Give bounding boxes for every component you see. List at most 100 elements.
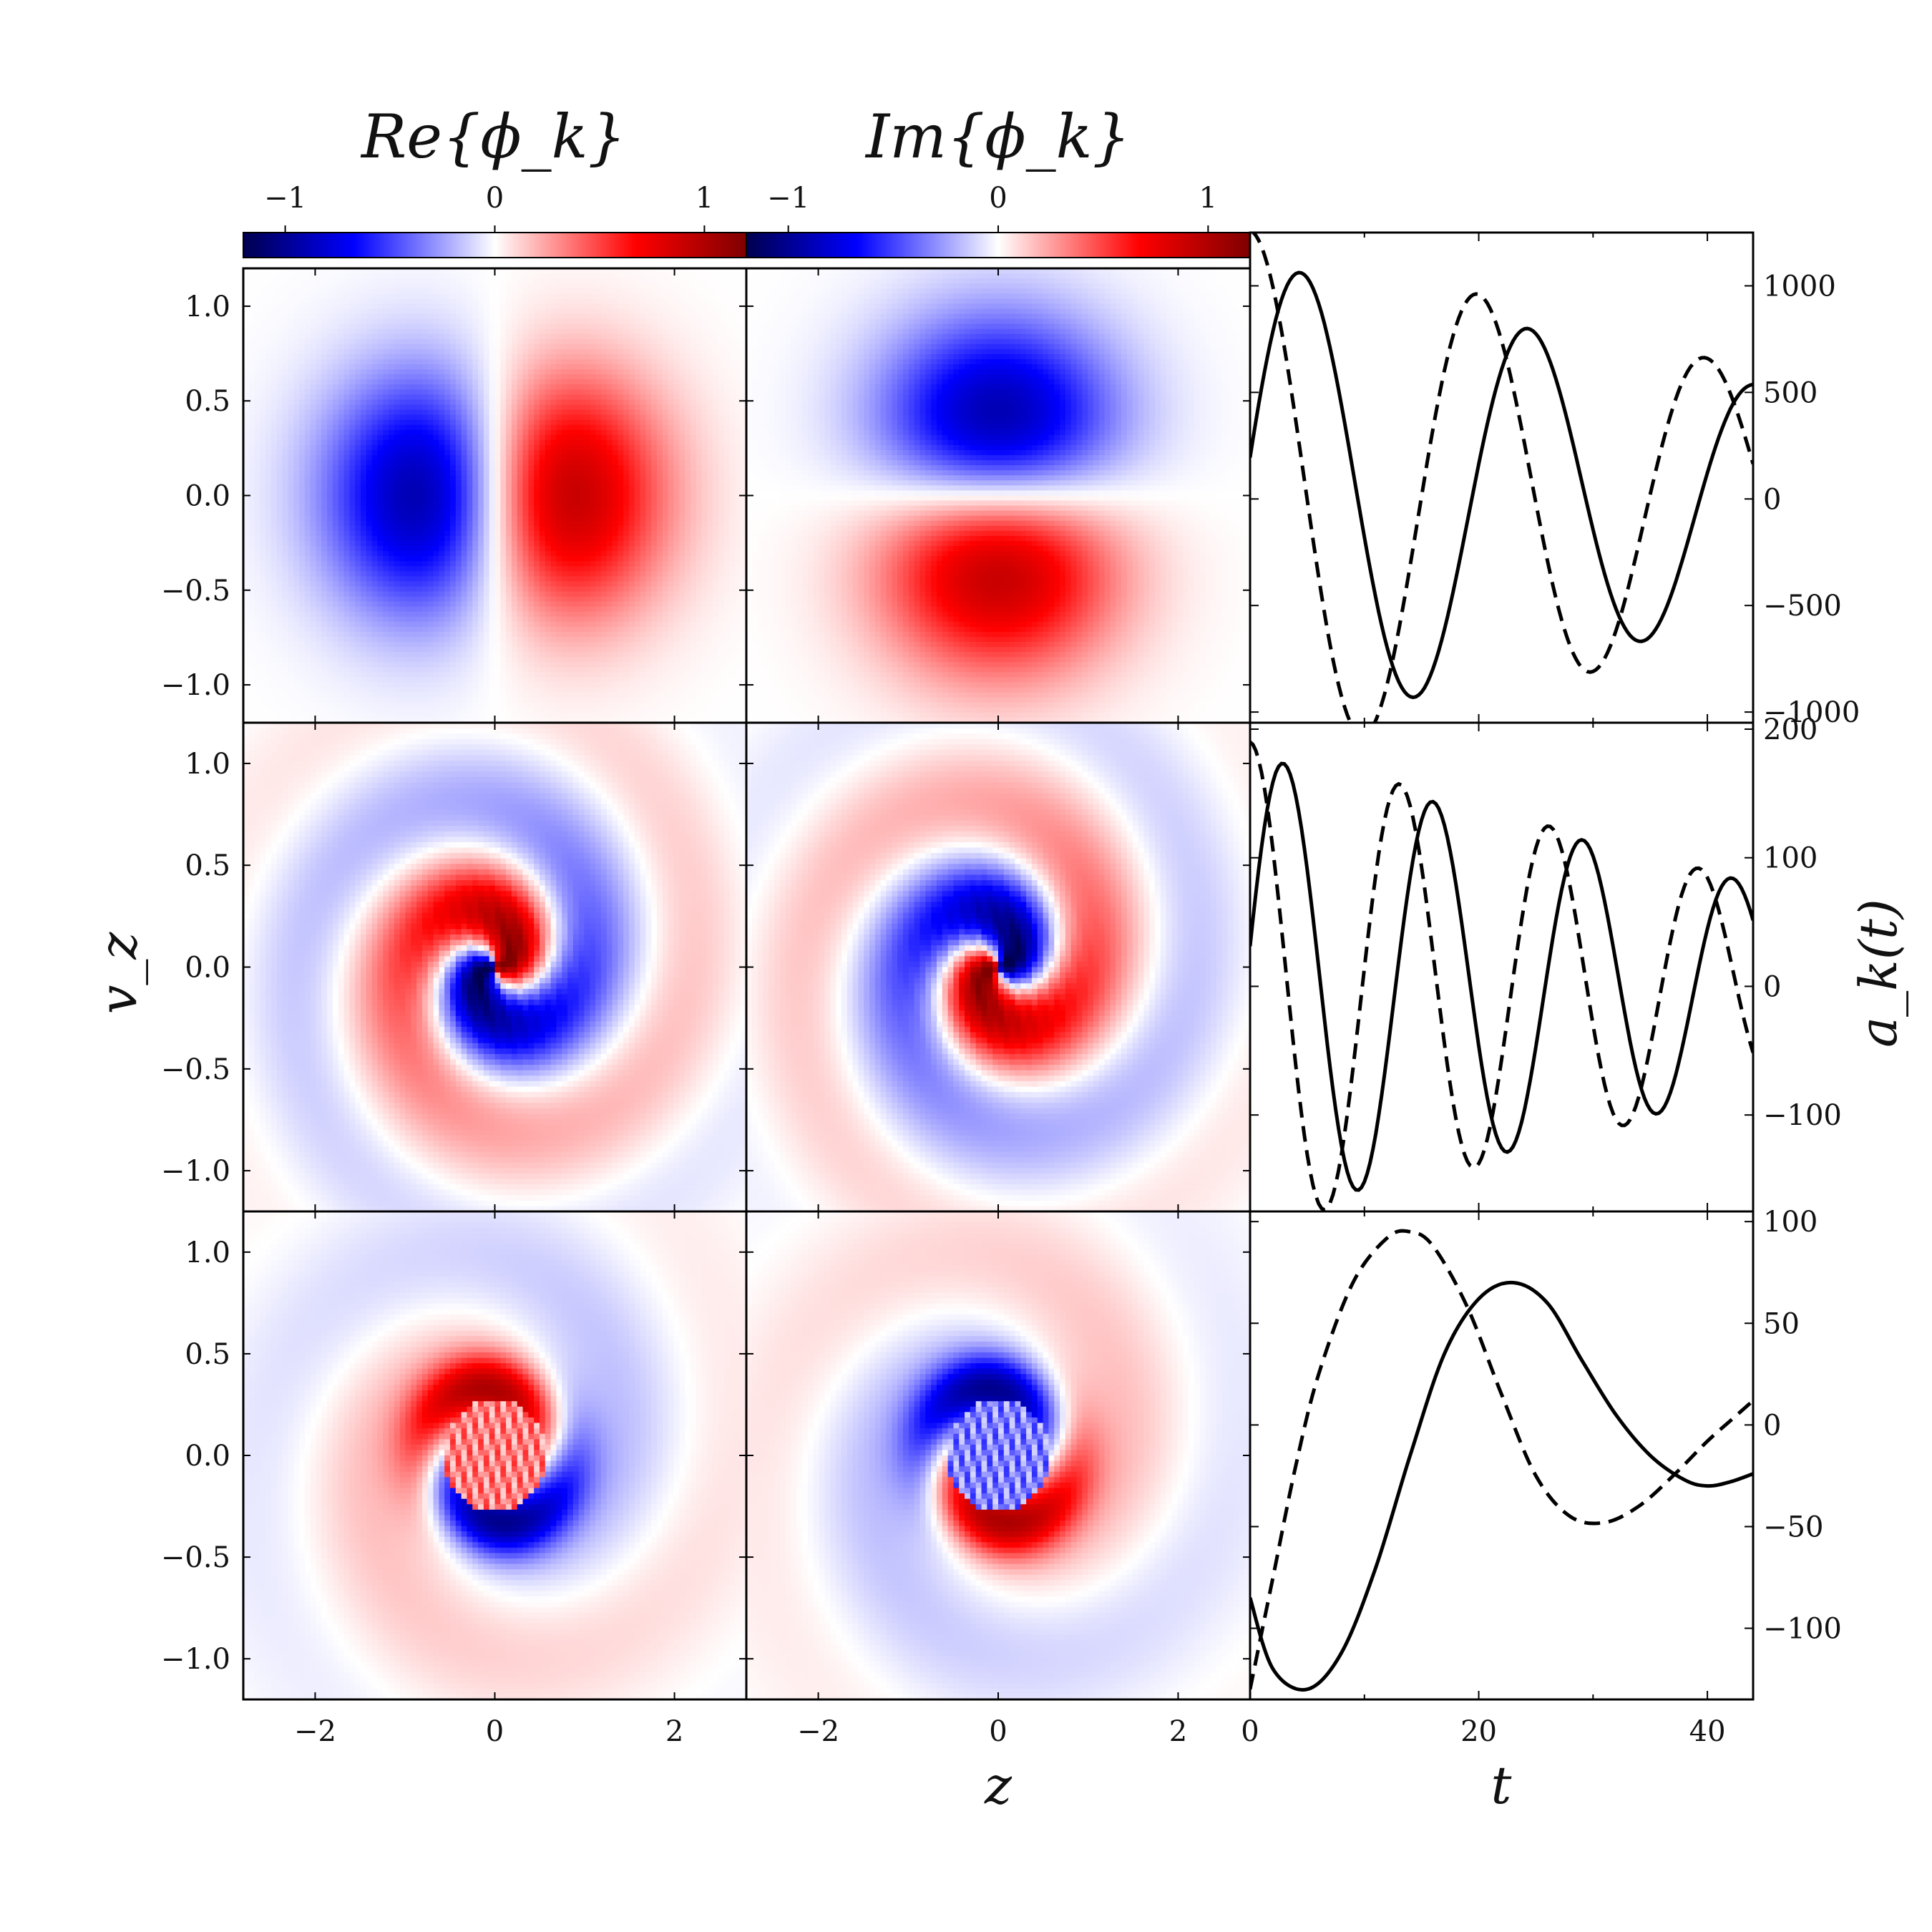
heatmap-cell — [494, 374, 501, 380]
heatmap-cell — [539, 313, 546, 320]
heatmap-cell — [545, 687, 552, 693]
heatmap-cell — [416, 662, 423, 668]
heatmap-cell — [383, 566, 389, 572]
heatmap-cell — [243, 657, 250, 663]
heatmap-cell — [304, 546, 311, 552]
heatmap-cell — [321, 434, 328, 441]
heatmap-cell — [254, 541, 261, 547]
heatmap-cell — [276, 480, 283, 486]
heatmap-cell — [506, 515, 512, 522]
heatmap-cell — [405, 389, 411, 395]
heatmap-cell — [467, 419, 473, 426]
heatmap-cell — [416, 485, 423, 492]
heatmap-cell — [293, 429, 300, 436]
heatmap-cell — [494, 298, 501, 304]
heatmap-cell — [383, 697, 389, 703]
heatmap-cell — [349, 642, 356, 648]
heatmap-cell — [327, 576, 333, 582]
heatmap-cell — [366, 546, 373, 552]
heatmap-cell — [271, 581, 278, 587]
heatmap-cell — [472, 485, 479, 492]
heatmap-cell — [248, 642, 255, 648]
heatmap-cell — [321, 429, 328, 436]
heatmap-cell — [276, 419, 283, 426]
heatmap-cell — [327, 343, 333, 350]
heatmap-cell — [528, 530, 535, 537]
heatmap-cell — [265, 712, 272, 718]
heatmap-cell — [254, 419, 261, 426]
heatmap-cell — [355, 621, 361, 628]
heatmap-cell — [506, 399, 512, 406]
heatmap-cell — [494, 672, 501, 678]
heatmap-cell — [416, 591, 423, 597]
heatmap-cell — [389, 278, 395, 284]
heatmap-cell — [394, 273, 401, 279]
heatmap-cell — [343, 515, 351, 522]
heatmap-cell — [248, 323, 255, 330]
heatmap-cell — [343, 455, 351, 461]
heatmap-cell — [489, 717, 496, 723]
heatmap-cell — [243, 379, 250, 385]
heatmap-cell — [243, 338, 250, 345]
heatmap-cell — [383, 707, 389, 713]
heatmap-cell — [427, 515, 434, 522]
heatmap-cell — [282, 530, 289, 537]
heatmap-cell — [433, 490, 439, 497]
heatmap-cell — [377, 535, 384, 542]
heatmap-cell — [450, 637, 457, 643]
heatmap-cell — [304, 702, 311, 708]
heatmap-cell — [439, 470, 445, 476]
heatmap-cell — [355, 364, 361, 370]
heatmap-cell — [248, 692, 255, 698]
heatmap-cell — [327, 384, 333, 390]
heatmap-cell — [271, 541, 278, 547]
heatmap-cell — [394, 541, 401, 547]
heatmap-cell — [361, 566, 367, 572]
heatmap-cell — [467, 606, 473, 613]
heatmap-cell — [260, 692, 266, 698]
heatmap-cell — [366, 409, 373, 416]
heatmap-cell — [439, 313, 445, 320]
heatmap-cell — [534, 480, 540, 486]
heatmap-cell — [411, 657, 417, 663]
heatmap-cell — [265, 419, 272, 426]
heatmap-cell — [472, 455, 479, 461]
heatmap-cell — [517, 419, 524, 426]
heatmap-cell — [349, 586, 356, 592]
heatmap-cell — [316, 707, 322, 713]
heatmap-cell — [444, 399, 451, 406]
heatmap-cell — [506, 490, 512, 497]
heatmap-cell — [500, 439, 507, 446]
heatmap-cell — [489, 626, 496, 633]
heatmap-cell — [421, 470, 429, 476]
heatmap-cell — [461, 384, 468, 390]
heatmap-cell — [383, 278, 389, 284]
heatmap-cell — [361, 586, 367, 592]
heatmap-cell — [534, 364, 540, 370]
heatmap-cell — [243, 576, 250, 582]
heatmap-cell — [550, 343, 557, 350]
heatmap-cell — [534, 293, 540, 299]
heatmap-cell — [500, 632, 507, 638]
heatmap-cell — [361, 384, 367, 390]
heatmap-cell — [361, 702, 367, 708]
heatmap-cell — [394, 278, 401, 284]
heatmap-cell — [355, 268, 361, 274]
heatmap-cell — [450, 399, 457, 406]
heatmap-cell — [321, 637, 328, 643]
heatmap-cell — [343, 465, 351, 471]
heatmap-cell — [321, 409, 328, 416]
heatmap-cell — [316, 429, 322, 436]
heatmap-cell — [411, 677, 417, 683]
heatmap-cell — [483, 642, 490, 648]
heatmap-cell — [522, 444, 529, 451]
heatmap-cell — [377, 490, 384, 497]
heatmap-cell — [355, 500, 361, 507]
heatmap-cell — [260, 561, 266, 567]
heatmap-cell — [539, 702, 546, 708]
heatmap-cell — [288, 687, 294, 693]
heatmap-cell — [310, 500, 317, 507]
heatmap-cell — [545, 667, 552, 673]
heatmap-cell — [366, 475, 373, 481]
heatmap-cell — [506, 298, 512, 304]
